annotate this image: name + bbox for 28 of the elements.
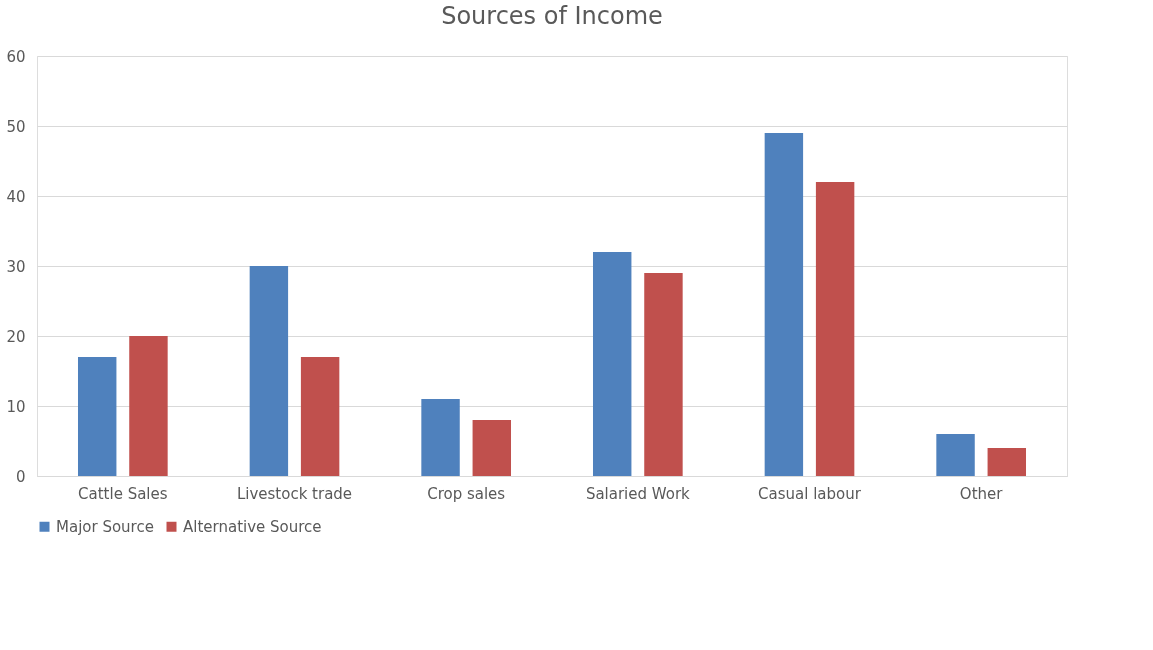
bar xyxy=(129,336,168,476)
bar xyxy=(593,252,632,476)
bar xyxy=(300,357,340,476)
y-tick-label: 0 xyxy=(15,467,26,486)
y-tick-label: 50 xyxy=(6,117,26,136)
y-tick-label: 40 xyxy=(6,187,26,206)
x-tick-label: Cattle Sales xyxy=(78,484,168,503)
bar xyxy=(249,266,289,476)
bar xyxy=(764,133,804,476)
bar xyxy=(936,434,975,476)
bar xyxy=(78,357,117,476)
x-tick-label: Salaried Work xyxy=(585,484,691,503)
bar xyxy=(472,420,511,476)
bar xyxy=(987,448,1026,476)
legend-label: Major Source xyxy=(56,517,154,536)
legend-label: Alternative Source xyxy=(183,517,322,536)
y-tick-label: 10 xyxy=(6,397,26,416)
bar xyxy=(644,273,683,476)
y-tick-label: 20 xyxy=(6,327,26,346)
x-tick-label: Crop sales xyxy=(427,484,506,503)
x-tick-label: Casual labour xyxy=(758,484,862,503)
bar xyxy=(421,399,460,476)
bar xyxy=(815,182,855,476)
y-tick-label: 60 xyxy=(6,47,26,66)
x-tick-label: Other xyxy=(959,484,1004,503)
chart-title: Sources of Income xyxy=(441,2,663,30)
y-tick-label: 30 xyxy=(6,257,26,276)
x-tick-label: Livestock trade xyxy=(236,484,353,503)
